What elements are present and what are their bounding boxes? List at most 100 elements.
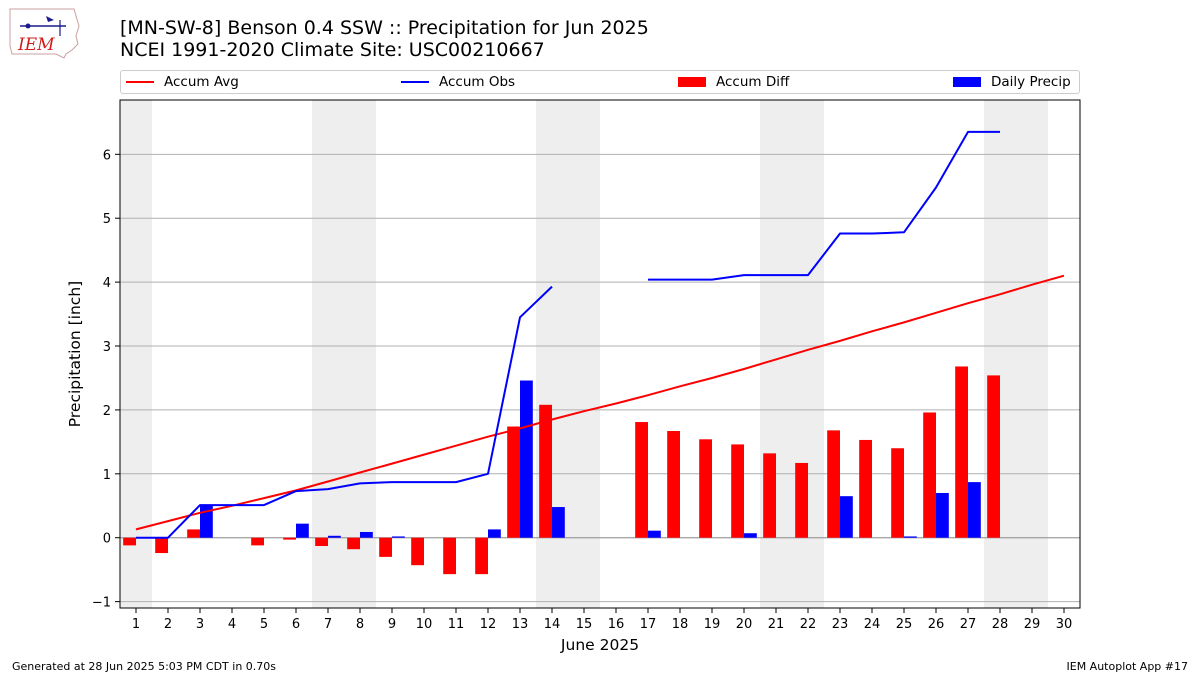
legend-swatch-daily-precip xyxy=(953,77,981,87)
legend-swatch-accum-avg xyxy=(126,81,154,83)
x-tick-label: 24 xyxy=(864,617,881,632)
x-tick-label: 10 xyxy=(416,617,433,632)
bar-daily-precip xyxy=(360,531,373,538)
x-tick-label: 26 xyxy=(928,617,945,632)
bar-accum-diff xyxy=(955,366,968,538)
x-tick-label: 2 xyxy=(164,617,172,632)
x-tick-label: 6 xyxy=(292,617,300,632)
bar-daily-precip xyxy=(904,536,917,538)
x-tick-label: 20 xyxy=(736,617,753,632)
x-tick-label: 12 xyxy=(480,617,497,632)
y-tick-label: 3 xyxy=(103,340,111,355)
bar-daily-precip xyxy=(552,507,565,538)
bar-accum-diff xyxy=(699,439,712,538)
y-axis-label: Precipitation [inch] xyxy=(66,281,84,427)
bar-accum-diff xyxy=(251,537,264,546)
x-tick-label: 25 xyxy=(896,617,913,632)
generated-timestamp: Generated at 28 Jun 2025 5:03 PM CDT in … xyxy=(12,660,277,673)
x-tick-label: 7 xyxy=(324,617,332,632)
bar-accum-diff xyxy=(763,453,776,538)
y-tick-label: 5 xyxy=(103,212,111,227)
x-tick-label: 19 xyxy=(704,617,721,632)
bar-accum-diff xyxy=(923,412,936,538)
line-accum-obs xyxy=(136,285,553,539)
x-axis-label: June 2025 xyxy=(560,636,639,654)
bar-daily-precip xyxy=(200,505,213,538)
bar-accum-diff xyxy=(731,444,744,538)
legend-swatch-accum-obs xyxy=(401,81,429,83)
weekend-shade xyxy=(120,100,152,608)
legend-item-daily-precip: Daily Precip xyxy=(953,71,1071,93)
x-tick-label: 13 xyxy=(512,617,529,632)
x-tick-label: 22 xyxy=(800,617,817,632)
bar-daily-precip xyxy=(840,496,853,538)
y-tick-label: 6 xyxy=(103,148,111,163)
logo-text: IEM xyxy=(17,35,55,55)
chart-title: [MN-SW-8] Benson 0.4 SSW :: Precipitatio… xyxy=(120,17,649,39)
y-tick-label: 4 xyxy=(103,276,111,291)
iem-logo: IEM xyxy=(9,8,80,59)
legend-item-accum-obs: Accum Obs xyxy=(401,71,515,93)
bar-accum-diff xyxy=(155,537,168,554)
iowa-state-outline xyxy=(9,8,80,59)
x-tick-label: 3 xyxy=(196,617,204,632)
y-tick-label: 0 xyxy=(103,532,111,547)
bar-accum-diff xyxy=(827,430,840,538)
bar-accum-diff xyxy=(891,448,904,538)
legend-label-daily-precip: Daily Precip xyxy=(991,74,1071,90)
bar-accum-diff xyxy=(411,537,424,566)
bar-accum-diff xyxy=(859,439,872,538)
x-tick-label: 27 xyxy=(960,617,977,632)
legend-item-accum-avg: Accum Avg xyxy=(126,71,239,93)
x-tick-label: 15 xyxy=(576,617,593,632)
x-tick-label: 4 xyxy=(228,617,236,632)
y-tick-label: 1 xyxy=(103,468,111,483)
bar-accum-diff xyxy=(283,537,296,540)
x-tick-label: 30 xyxy=(1056,617,1073,632)
bar-daily-precip xyxy=(328,535,341,538)
legend-label-accum-avg: Accum Avg xyxy=(164,74,239,90)
app-credit: IEM Autoplot App #17 xyxy=(1066,660,1189,673)
x-tick-label: 8 xyxy=(356,617,364,632)
legend-item-accum-diff: Accum Diff xyxy=(678,71,789,93)
x-tick-label: 29 xyxy=(1024,617,1041,632)
bar-daily-precip xyxy=(744,533,757,538)
bar-accum-diff xyxy=(507,426,520,538)
bar-daily-precip xyxy=(520,380,533,538)
legend-swatch-accum-diff xyxy=(678,77,706,87)
x-tick-label: 14 xyxy=(544,617,561,632)
plot-frame xyxy=(119,99,1081,609)
bar-accum-diff xyxy=(187,529,200,538)
bar-daily-precip xyxy=(392,536,405,538)
bar-accum-diff xyxy=(347,537,360,550)
x-tick-label: 9 xyxy=(388,617,396,632)
bar-accum-diff xyxy=(795,462,808,538)
bar-daily-precip xyxy=(968,482,981,538)
bar-accum-diff xyxy=(315,537,328,547)
line-accum-obs xyxy=(648,130,1000,281)
bar-accum-diff xyxy=(443,537,456,575)
bar-accum-diff xyxy=(475,537,488,575)
bar-daily-precip xyxy=(488,529,501,538)
x-tick-label: 21 xyxy=(768,617,785,632)
bar-accum-diff xyxy=(635,422,648,538)
bar-accum-diff xyxy=(123,537,136,546)
x-tick-label: 5 xyxy=(260,617,268,632)
x-tick-label: 28 xyxy=(992,617,1009,632)
legend-label-accum-obs: Accum Obs xyxy=(439,74,516,90)
y-tick-label: −1 xyxy=(92,596,111,611)
x-tick-label: 23 xyxy=(832,617,849,632)
chart-legend: Accum Avg Accum Obs Accum Diff Daily Pre… xyxy=(120,70,1080,94)
bar-accum-diff xyxy=(667,430,680,538)
bar-accum-diff xyxy=(379,537,392,557)
x-tick-label: 16 xyxy=(608,617,625,632)
x-tick-label: 11 xyxy=(448,617,465,632)
y-tick-label: 2 xyxy=(103,404,111,419)
bar-daily-precip xyxy=(936,492,949,538)
bar-accum-diff xyxy=(539,404,552,538)
x-tick-label: 17 xyxy=(640,617,657,632)
bar-daily-precip xyxy=(648,530,661,538)
chart-subtitle: NCEI 1991-2020 Climate Site: USC00210667 xyxy=(120,39,545,61)
x-tick-label: 1 xyxy=(132,617,140,632)
